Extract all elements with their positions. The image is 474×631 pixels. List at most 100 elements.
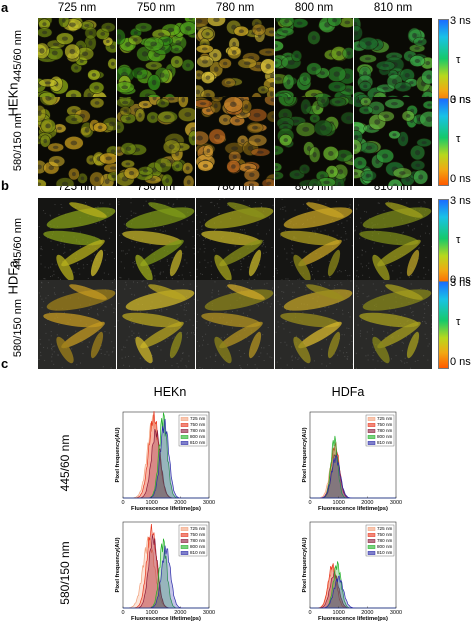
panel-c-title-hekn: HEKn (153, 385, 187, 399)
hekn-image-580 (117, 97, 195, 186)
hdfa-image-580 (117, 280, 195, 369)
legend-entry: 810 nm (377, 550, 392, 555)
legend-swatch (367, 533, 376, 537)
hekn-image-580 (275, 97, 353, 186)
legend-swatch (180, 423, 189, 427)
legend-swatch (180, 533, 189, 537)
x-axis-label: Fluorescence lifetime(ps) (318, 506, 388, 512)
x-tick-label: 0 (308, 500, 311, 506)
colorbar-top-label: 3 ns (450, 195, 471, 207)
x-tick-label: 2000 (361, 610, 373, 616)
hekn-image-445 (117, 18, 195, 107)
y-axis-label: Pixel frequency(AU) (302, 427, 308, 482)
x-tick-label: 3000 (390, 500, 402, 506)
legend-entry: 800 nm (377, 434, 392, 439)
legend-entry: 750 nm (377, 532, 392, 537)
panel-a-wavelength-label: 750 nm (136, 2, 176, 14)
lifetime-colorbar (438, 281, 449, 369)
legend-swatch (367, 545, 376, 549)
hdfa-image-580 (38, 280, 116, 369)
x-tick-label: 0 (121, 610, 124, 616)
histogram-series (310, 575, 396, 609)
legend-swatch (180, 545, 189, 549)
legend-entry: 780 nm (377, 428, 392, 433)
panel-letter-b: b (1, 178, 9, 193)
x-axis-label: Fluorescence lifetime(ps) (131, 616, 201, 622)
hdfa-image-445 (354, 198, 432, 287)
colorbar-top-label: 3 ns (450, 277, 471, 289)
hdfa-image-580 (275, 280, 353, 369)
legend-entry: 725 nm (190, 526, 205, 531)
panel-letter-c: c (1, 356, 9, 371)
y-axis-label: Pixel frequency(AU) (302, 537, 308, 592)
legend-entry: 810 nm (190, 550, 205, 555)
histogram-series (310, 455, 396, 499)
legend-swatch (180, 435, 189, 439)
colorbar-bottom-label: 0 ns (450, 356, 471, 368)
y-axis-label: Pixel frequency(AU) (115, 427, 121, 482)
legend-entry: 800 nm (377, 544, 392, 549)
legend-swatch (180, 429, 189, 433)
legend-entry: 750 nm (377, 422, 392, 427)
legend-entry: 725 nm (190, 416, 205, 421)
legend-swatch (367, 429, 376, 433)
legend-entry: 810 nm (377, 440, 392, 445)
x-tick-label: 1000 (333, 610, 345, 616)
legend-swatch (180, 527, 189, 531)
x-tick-label: 3000 (390, 610, 402, 616)
hekn-image-580 (196, 97, 274, 186)
legend-entry: 800 nm (190, 434, 205, 439)
histogram-series (123, 545, 209, 609)
legend-entry: 725 nm (377, 526, 392, 531)
hdfa-image-445 (38, 198, 116, 287)
legend-swatch (180, 417, 189, 421)
x-tick-label: 1000 (146, 610, 158, 616)
x-axis-label: Fluorescence lifetime(ps) (131, 506, 201, 512)
x-tick-label: 1000 (146, 500, 158, 506)
colorbar-tau-label: τ (456, 234, 461, 246)
x-tick-label: 0 (308, 610, 311, 616)
panel-a-wavelength-label: 725 nm (57, 2, 97, 14)
lifetime-colorbar (438, 98, 449, 186)
legend-swatch (367, 417, 376, 421)
colorbar-bottom-label: 0 ns (450, 173, 471, 185)
legend-swatch (367, 539, 376, 543)
panel-letter-a: a (1, 0, 9, 15)
legend-entry: 810 nm (190, 440, 205, 445)
legend-swatch (180, 551, 189, 555)
legend-swatch (367, 423, 376, 427)
panel-a-wavelength-label: 800 nm (294, 2, 334, 14)
legend-entry: 750 nm (190, 422, 205, 427)
legend-entry: 780 nm (190, 428, 205, 433)
legend-entry: 725 nm (377, 416, 392, 421)
hekn-image-580 (38, 97, 116, 186)
x-axis-label: Fluorescence lifetime(ps) (318, 616, 388, 622)
legend-swatch (367, 441, 376, 445)
x-tick-label: 0 (121, 500, 124, 506)
legend-swatch (180, 539, 189, 543)
legend-entry: 780 nm (190, 538, 205, 543)
hekn-image-580 (354, 97, 432, 186)
legend-swatch (367, 435, 376, 439)
colorbar-top-label: 3 ns (450, 15, 471, 27)
x-tick-label: 2000 (361, 500, 373, 506)
hdfa-image-580 (196, 280, 274, 369)
colorbar-tau-label: τ (456, 133, 461, 145)
histogram-series (123, 418, 209, 499)
x-tick-label: 2000 (174, 500, 186, 506)
x-tick-label: 3000 (203, 610, 215, 616)
colorbar-tau-label: τ (456, 316, 461, 328)
panel-a-wavelength-label: 780 nm (215, 2, 255, 14)
colorbar-top-label: 3 ns (450, 94, 471, 106)
hdfa-image-445 (275, 198, 353, 287)
legend-entry: 800 nm (190, 544, 205, 549)
panel-a-wavelength-label: 810 nm (373, 2, 413, 14)
hdfa-image-445 (196, 198, 274, 287)
panel-c-title-hdfa: HDFa (331, 385, 365, 399)
y-axis-label: Pixel frequency(AU) (115, 537, 121, 592)
